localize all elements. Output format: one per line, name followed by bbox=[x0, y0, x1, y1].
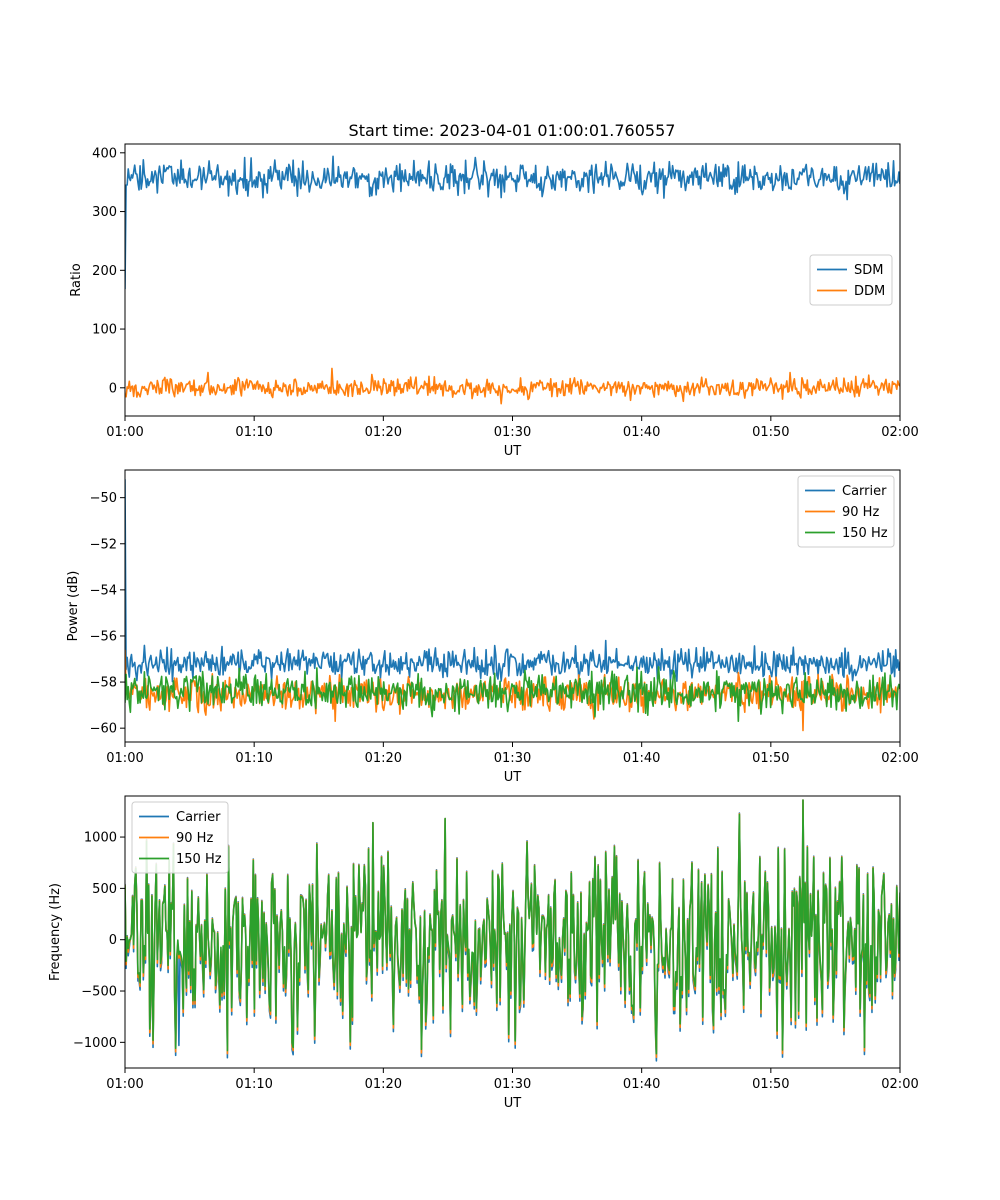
y-tick-label: −56 bbox=[90, 629, 117, 644]
y-tick-label: 400 bbox=[92, 146, 117, 161]
x-tick-label: 01:50 bbox=[752, 425, 789, 440]
figure-title: Start time: 2023-04-01 01:00:01.760557 bbox=[349, 121, 676, 140]
x-tick-label: 01:30 bbox=[494, 425, 531, 440]
legend-label-carrier: Carrier bbox=[176, 810, 221, 825]
x-tick-label: 01:20 bbox=[365, 1077, 402, 1092]
x-tick-label: 01:20 bbox=[365, 751, 402, 766]
y-tick-label: −58 bbox=[90, 676, 117, 691]
x-tick-label: 01:00 bbox=[106, 425, 143, 440]
x-tick-label: 01:30 bbox=[494, 751, 531, 766]
x-tick-label: 01:50 bbox=[752, 751, 789, 766]
x-axis-label: UT bbox=[504, 1096, 522, 1111]
series-group bbox=[125, 799, 900, 1062]
legend-label-150-hz: 150 Hz bbox=[842, 526, 888, 541]
legend-box bbox=[809, 254, 893, 306]
y-tick-label: 100 bbox=[92, 323, 117, 338]
x-axis-label: UT bbox=[504, 444, 522, 459]
y-tick-label: 0 bbox=[109, 933, 117, 948]
x-tick-label: 01:00 bbox=[106, 751, 143, 766]
x-tick-label: 01:10 bbox=[235, 425, 272, 440]
legend-label-90-hz: 90 Hz bbox=[842, 505, 879, 520]
y-tick-label: 200 bbox=[92, 264, 117, 279]
x-tick-label: 01:20 bbox=[365, 425, 402, 440]
y-tick-label: −50 bbox=[90, 491, 117, 506]
legend: SDM DDM bbox=[809, 254, 893, 306]
series-group bbox=[125, 155, 900, 405]
x-tick-label: 01:40 bbox=[623, 425, 660, 440]
y-tick-label: 300 bbox=[92, 205, 117, 220]
y-tick-label: −52 bbox=[90, 537, 117, 552]
x-tick-label: 01:50 bbox=[752, 1077, 789, 1092]
x-tick-label: 02:00 bbox=[881, 751, 918, 766]
x-tick-label: 01:00 bbox=[106, 1077, 143, 1092]
series-line-sdm bbox=[125, 155, 900, 290]
x-tick-label: 02:00 bbox=[881, 1077, 918, 1092]
series-line-ddm bbox=[125, 367, 900, 405]
y-tick-label: 500 bbox=[92, 882, 117, 897]
y-tick-label: −54 bbox=[90, 583, 117, 598]
legend-label-sdm: SDM bbox=[854, 263, 883, 278]
legend-box bbox=[797, 475, 895, 548]
legend-label-ddm: DDM bbox=[854, 284, 885, 299]
legend: Carrier 90 Hz 150 Hz bbox=[797, 475, 895, 548]
x-axis-label: UT bbox=[504, 770, 522, 785]
series-line-150-hz bbox=[125, 799, 900, 1055]
y-tick-label: −1000 bbox=[73, 1036, 117, 1051]
series-line-carrier bbox=[125, 479, 900, 683]
x-tick-label: 02:00 bbox=[881, 425, 918, 440]
power-panel: 01:00 01:10 01:20 01:30 01:40 01:50 02:00 −50 −5… bbox=[66, 469, 919, 785]
legend-label-carrier: Carrier bbox=[842, 484, 887, 499]
series-group bbox=[125, 479, 900, 732]
x-tick-label: 01:10 bbox=[235, 751, 272, 766]
x-tick-label: 01:10 bbox=[235, 1077, 272, 1092]
series-line-150-hz bbox=[125, 666, 900, 723]
ratio-panel: 01:00 01:10 01:20 01:30 01:40 01:50 02:00 0 100 2… bbox=[69, 143, 919, 459]
legend-label-150-hz: 150 Hz bbox=[176, 852, 222, 867]
y-axis-label: Power (dB) bbox=[66, 571, 81, 642]
y-tick-label: 1000 bbox=[84, 831, 117, 846]
y-axis-label: Ratio bbox=[69, 263, 84, 296]
y-tick-label: −500 bbox=[81, 985, 117, 1000]
x-tick-label: 01:40 bbox=[623, 751, 660, 766]
y-tick-label: −60 bbox=[90, 722, 117, 737]
x-tick-label: 01:40 bbox=[623, 1077, 660, 1092]
y-tick-label: 0 bbox=[109, 381, 117, 396]
legend-label-90-hz: 90 Hz bbox=[176, 831, 213, 846]
x-tick-label: 01:30 bbox=[494, 1077, 531, 1092]
legend-box bbox=[131, 801, 229, 874]
legend: Carrier 90 Hz 150 Hz bbox=[131, 801, 229, 874]
frequency-panel: 01:00 01:10 01:20 01:30 01:40 01:50 02:00 1000 5… bbox=[48, 795, 919, 1111]
y-axis-label: Frequency (Hz) bbox=[48, 883, 63, 981]
